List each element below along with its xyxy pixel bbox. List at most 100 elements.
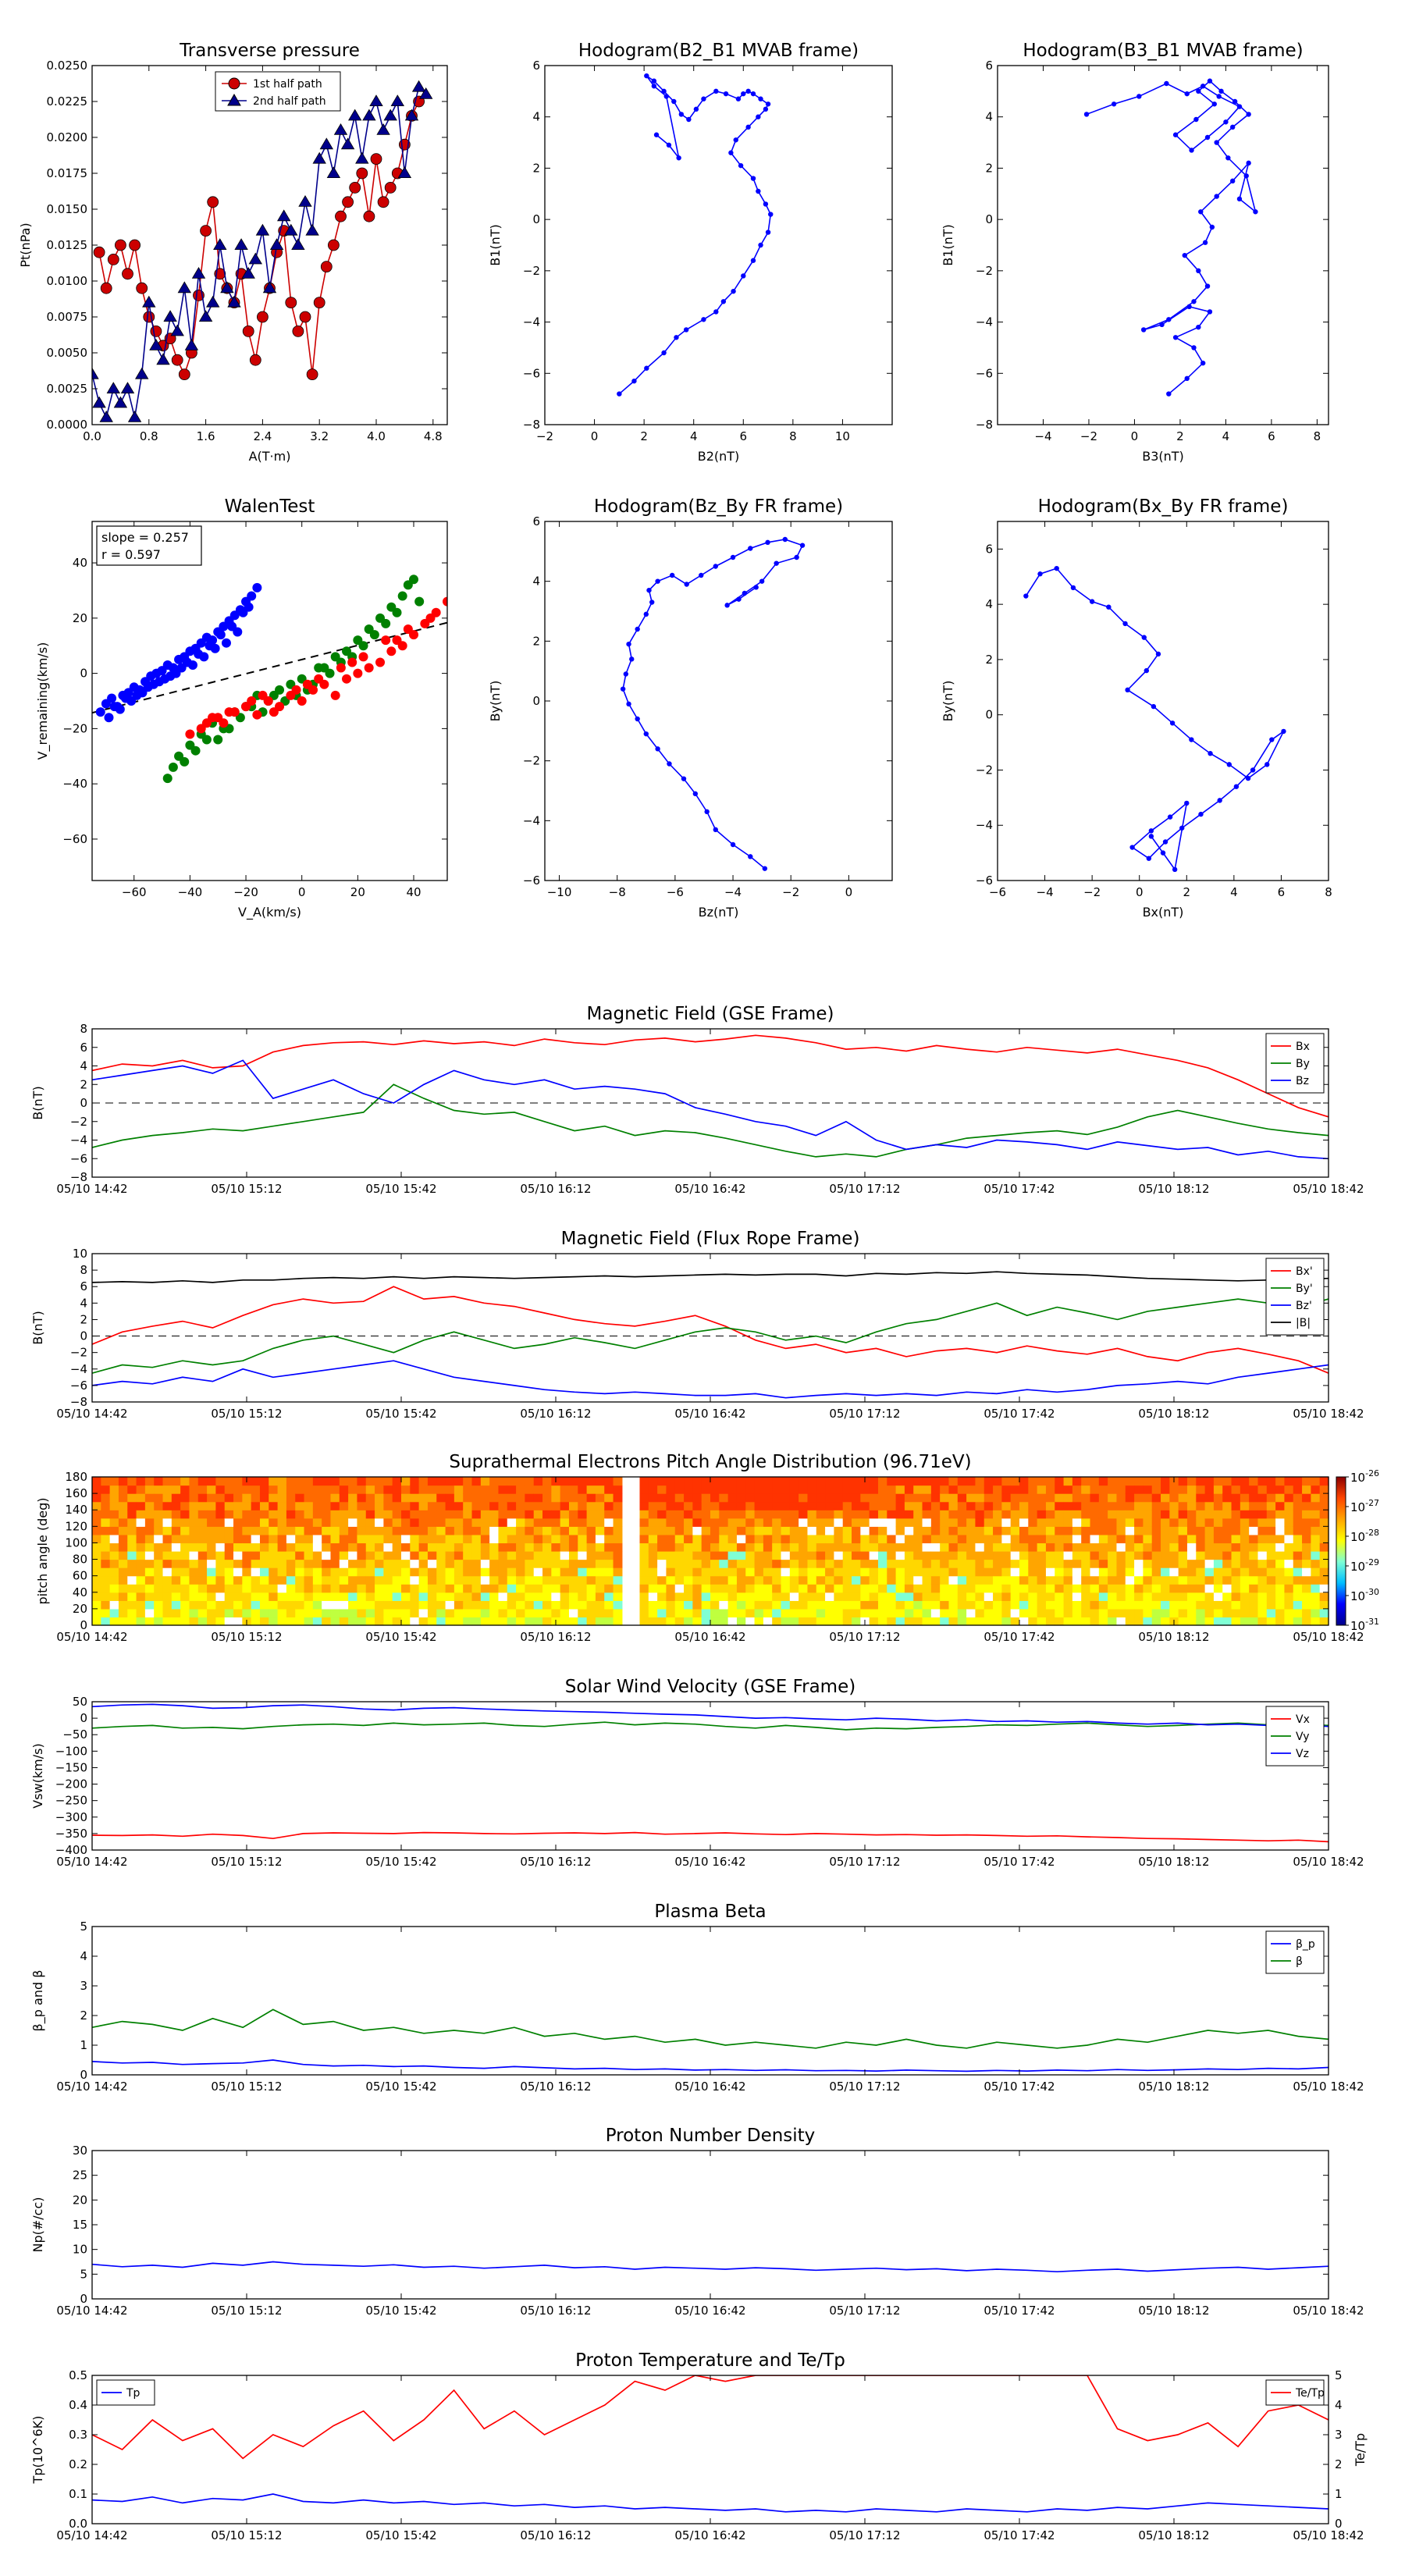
- heatmap-cell: [1125, 1477, 1135, 1486]
- heatmap-cell: [852, 1567, 861, 1577]
- heatmap-cell: [922, 1575, 932, 1585]
- heatmap-cell: [1161, 1501, 1170, 1510]
- heatmap-cell: [1143, 1584, 1153, 1593]
- heatmap-cell: [745, 1592, 756, 1601]
- heatmap-cell: [1098, 1542, 1108, 1552]
- heatmap-cell: [1010, 1600, 1020, 1610]
- heatmap-cell: [189, 1477, 199, 1486]
- heatmap-cell: [1204, 1542, 1215, 1552]
- heatmap-cell: [1090, 1510, 1100, 1519]
- heatmap-cell: [1293, 1600, 1303, 1610]
- heatmap-cell: [825, 1617, 834, 1626]
- heatmap-cell: [710, 1592, 720, 1601]
- heatmap-cell: [136, 1526, 146, 1535]
- heatmap-cell: [930, 1493, 941, 1503]
- heatmap-cell: [1178, 1584, 1188, 1593]
- heatmap-cell: [427, 1567, 437, 1577]
- heatmap-cell: [507, 1567, 517, 1577]
- heatmap-cell: [489, 1526, 500, 1535]
- heatmap-cell: [101, 1501, 111, 1510]
- heatmap-cell: [692, 1542, 702, 1552]
- ytick-label: −250: [55, 1794, 87, 1808]
- heatmap-cell: [1108, 1485, 1118, 1494]
- heatmap-cell: [418, 1600, 429, 1610]
- heatmap-cell: [312, 1608, 322, 1618]
- heatmap-cell: [516, 1567, 525, 1577]
- heatmap-cell: [295, 1493, 305, 1503]
- heatmap-cell: [304, 1534, 314, 1544]
- data-point: [392, 635, 402, 646]
- heatmap-cell: [674, 1485, 685, 1494]
- heatmap-cell: [312, 1501, 322, 1510]
- heatmap-cell: [357, 1608, 367, 1618]
- ytick-label: 60: [73, 1569, 87, 1583]
- heatmap-cell: [993, 1517, 1002, 1527]
- xtick-label: 1.6: [197, 429, 215, 443]
- heatmap-cell: [657, 1534, 667, 1544]
- ytick-label-right: 5: [1335, 2368, 1343, 2382]
- ytick-label: −4: [976, 818, 993, 832]
- heatmap-cell: [1293, 1542, 1303, 1552]
- heatmap-cell: [1098, 1617, 1108, 1626]
- heatmap-cell: [1143, 1510, 1153, 1519]
- heatmap-cell: [242, 1551, 252, 1560]
- heatmap-cell: [375, 1534, 384, 1544]
- heatmap-cell: [1001, 1600, 1012, 1610]
- heatmap-cell: [1151, 1534, 1161, 1544]
- heatmap-cell: [551, 1493, 561, 1503]
- heatmap-cell: [684, 1551, 693, 1560]
- heatmap-cell: [365, 1559, 375, 1568]
- heatmap-cell: [445, 1567, 455, 1577]
- data-point: [1211, 101, 1217, 107]
- heatmap-cell: [966, 1542, 976, 1552]
- heatmap-cell: [1063, 1485, 1073, 1494]
- heatmap-cell: [286, 1592, 296, 1601]
- heatmap-cell: [1204, 1617, 1215, 1626]
- heatmap-cell: [322, 1534, 332, 1544]
- heatmap-cell: [1319, 1542, 1329, 1552]
- heatmap-cell: [763, 1592, 773, 1601]
- heatmap-cell: [860, 1600, 870, 1610]
- heatmap-cell: [745, 1584, 756, 1593]
- data-point: [297, 696, 307, 706]
- heatmap-cell: [860, 1584, 870, 1593]
- heatmap-cell: [604, 1501, 614, 1510]
- heatmap-cell: [1125, 1608, 1135, 1618]
- heatmap-cell: [1045, 1485, 1055, 1494]
- ytick-label: 3: [80, 1979, 87, 1993]
- heatmap-cell: [754, 1510, 764, 1519]
- heatmap-cell: [834, 1526, 844, 1535]
- data-point: [763, 106, 769, 112]
- data-point: [247, 591, 257, 601]
- heatmap-cell: [418, 1477, 429, 1486]
- heatmap-cell: [348, 1510, 358, 1519]
- heatmap-cell: [109, 1559, 119, 1568]
- heatmap-cell: [860, 1493, 870, 1503]
- heatmap-cell: [745, 1559, 756, 1568]
- heatmap-cell: [1275, 1559, 1286, 1568]
- heatmap-cell: [144, 1477, 155, 1486]
- heatmap-cell: [648, 1477, 658, 1486]
- heatmap-cell: [286, 1551, 296, 1560]
- heatmap-cell: [1275, 1608, 1286, 1618]
- data-point: [666, 142, 672, 148]
- heatmap-cell: [772, 1477, 782, 1486]
- heatmap-cell: [781, 1584, 791, 1593]
- heatmap-cell: [401, 1542, 411, 1552]
- heatmap-cell: [772, 1493, 782, 1503]
- data-point: [1229, 124, 1236, 130]
- heatmap-cell: [852, 1592, 861, 1601]
- data-point: [129, 239, 141, 251]
- heatmap-cell: [1231, 1501, 1241, 1510]
- ytick-label: 0: [80, 1711, 87, 1725]
- data-point: [765, 229, 771, 235]
- xtick-label: 05/10 17:42: [984, 1855, 1055, 1869]
- heatmap-cell: [1213, 1526, 1223, 1535]
- heatmap-cell: [984, 1493, 994, 1503]
- data-point: [1207, 309, 1213, 315]
- heatmap-cell: [816, 1575, 826, 1585]
- panel-p6: Hodogram(Bx_By FR frame)−6 −4 −2 0 2 4 6 8−6−4−…: [941, 496, 1332, 920]
- heatmap-cell: [357, 1517, 367, 1527]
- heatmap-cell: [674, 1608, 685, 1618]
- heatmap-cell: [542, 1551, 552, 1560]
